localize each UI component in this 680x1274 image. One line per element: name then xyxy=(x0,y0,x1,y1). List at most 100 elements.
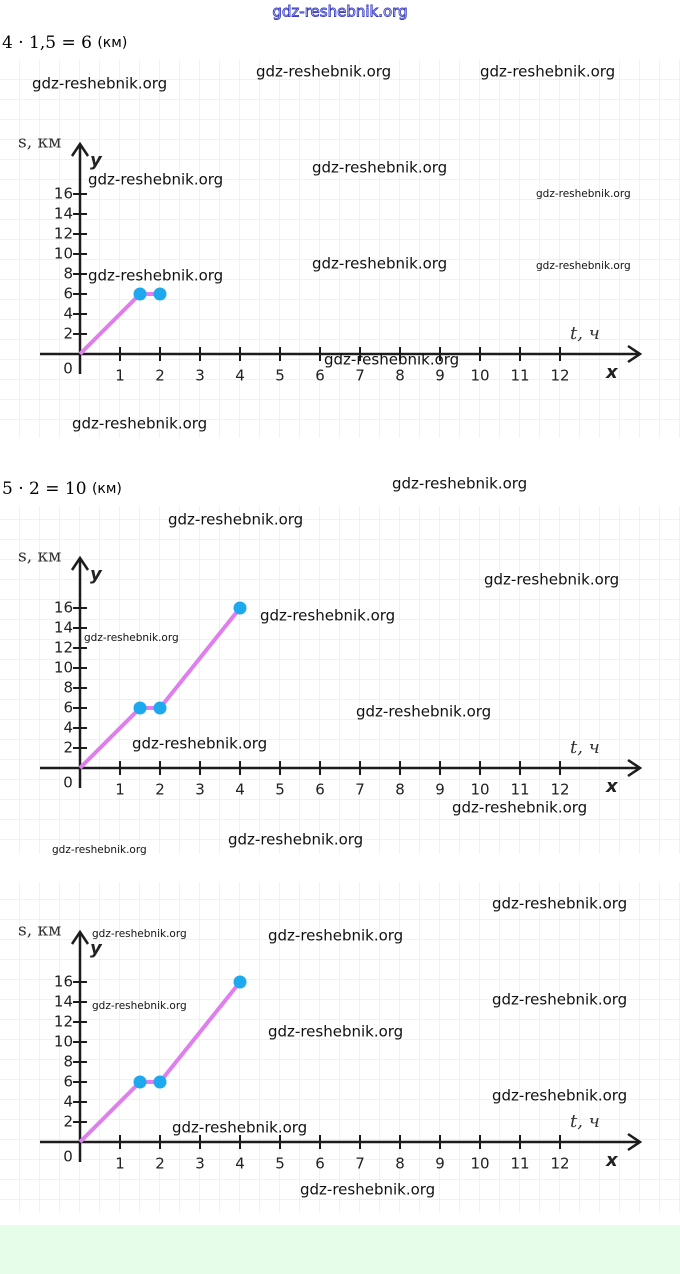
watermark: gdz-reshebnik.org xyxy=(32,75,167,93)
y-tick-label: 12 xyxy=(54,225,73,243)
y-tick-label: 6 xyxy=(63,699,73,717)
data-point xyxy=(133,287,147,301)
y-tick-label: 14 xyxy=(54,993,73,1011)
x-tick-label: 3 xyxy=(195,367,205,385)
watermark: gdz-reshebnik.org xyxy=(480,63,615,81)
y-tick-label: 8 xyxy=(63,679,73,697)
x-tick-label: 7 xyxy=(355,1155,365,1173)
data-point xyxy=(133,701,147,715)
x-axis-arrow xyxy=(627,1132,643,1152)
x-tick-label: 3 xyxy=(195,1155,205,1173)
data-point xyxy=(153,287,167,301)
y-axis-label: s, км xyxy=(18,921,61,941)
watermark: gdz-reshebnik.org xyxy=(132,735,267,753)
x-tick-label: 0 xyxy=(63,774,73,792)
y-axis-arrow xyxy=(70,555,90,571)
data-point xyxy=(153,701,167,715)
watermark: gdz-reshebnik.org xyxy=(256,63,391,81)
x-axis-letter: x xyxy=(605,776,619,797)
x-tick-label: 0 xyxy=(63,360,73,378)
data-point xyxy=(133,1075,147,1089)
x-tick-label: 3 xyxy=(195,781,205,799)
y-axis-arrow xyxy=(70,929,90,945)
x-tick-label: 8 xyxy=(395,1155,405,1173)
x-axis-label: t, ч xyxy=(570,1111,600,1132)
x-tick-label: 7 xyxy=(355,781,365,799)
header-watermark: gdz-reshebnik.org xyxy=(272,3,407,21)
y-tick-label: 6 xyxy=(63,285,73,303)
x-tick-label: 9 xyxy=(435,1155,445,1173)
watermark: gdz-reshebnik.org xyxy=(300,1181,435,1199)
formula: 4 · 1,5 = 6 (км) xyxy=(2,33,127,54)
y-axis-letter: y xyxy=(90,150,103,171)
x-tick-label: 2 xyxy=(155,367,165,385)
data-line xyxy=(78,980,242,1144)
x-axis-label: t, ч xyxy=(570,737,600,758)
formula: 5 · 2 = 10 (км) xyxy=(2,479,122,500)
watermark: gdz-reshebnik.org xyxy=(312,159,447,177)
watermark: gdz-reshebnik.org xyxy=(392,475,527,493)
x-axis-arrow xyxy=(627,344,643,364)
data-point xyxy=(233,975,247,989)
watermark: gdz-reshebnik.org xyxy=(228,831,363,849)
watermark: gdz-reshebnik.org xyxy=(492,1087,627,1105)
watermark: gdz-reshebnik.org xyxy=(52,844,147,856)
x-axis-letter: x xyxy=(605,1150,619,1171)
y-axis-letter: y xyxy=(90,564,103,585)
x-tick-label: 12 xyxy=(550,1155,569,1173)
watermark: gdz-reshebnik.org xyxy=(536,188,631,200)
y-tick-label: 2 xyxy=(63,739,73,757)
x-tick-label: 6 xyxy=(315,1155,325,1173)
data-line xyxy=(78,606,242,770)
watermark: gdz-reshebnik.org xyxy=(88,267,223,285)
x-tick-label: 4 xyxy=(235,367,245,385)
watermark: gdz-reshebnik.org xyxy=(172,1119,307,1137)
data-point xyxy=(153,1075,167,1089)
watermark: gdz-reshebnik.org xyxy=(356,703,491,721)
y-tick-label: 16 xyxy=(54,973,73,991)
x-tick-label: 10 xyxy=(470,781,489,799)
watermark: gdz-reshebnik.org xyxy=(92,1000,187,1012)
watermark: gdz-reshebnik.org xyxy=(492,991,627,1009)
y-tick-label: 12 xyxy=(54,1013,73,1031)
x-tick-label: 4 xyxy=(235,781,245,799)
x-tick-label: 2 xyxy=(155,1155,165,1173)
watermark: gdz-reshebnik.org xyxy=(268,1023,403,1041)
y-axis-label: s, км xyxy=(18,133,61,153)
x-tick-label: 5 xyxy=(275,1155,285,1173)
x-axis-arrow xyxy=(627,758,643,778)
y-tick-label: 16 xyxy=(54,185,73,203)
x-tick-label: 9 xyxy=(435,781,445,799)
grid-panel xyxy=(0,882,680,1212)
footer-strip xyxy=(0,1225,680,1274)
y-tick-label: 10 xyxy=(54,245,73,263)
data-point xyxy=(233,601,247,615)
y-tick-label: 2 xyxy=(63,325,73,343)
formula-unit: (км) xyxy=(92,481,122,497)
watermark: gdz-reshebnik.org xyxy=(268,927,403,945)
watermark: gdz-reshebnik.org xyxy=(324,351,459,369)
y-tick-label: 10 xyxy=(54,659,73,677)
y-tick-label: 6 xyxy=(63,1073,73,1091)
watermark: gdz-reshebnik.org xyxy=(452,799,587,817)
y-tick-label: 8 xyxy=(63,265,73,283)
x-tick-label: 0 xyxy=(63,1148,73,1166)
formula-unit: (км) xyxy=(97,35,127,51)
x-tick-label: 5 xyxy=(275,781,285,799)
grid-panel xyxy=(0,60,680,438)
y-tick-label: 8 xyxy=(63,1053,73,1071)
y-tick-label: 2 xyxy=(63,1113,73,1131)
y-tick-label: 14 xyxy=(54,619,73,637)
x-tick-label: 10 xyxy=(470,367,489,385)
y-axis-label: s, км xyxy=(18,547,61,567)
grid-panel xyxy=(0,506,680,854)
y-tick-label: 16 xyxy=(54,599,73,617)
watermark: gdz-reshebnik.org xyxy=(88,171,223,189)
formula-expression: 4 · 1,5 = 6 xyxy=(2,33,92,53)
x-tick-label: 12 xyxy=(550,367,569,385)
x-tick-label: 11 xyxy=(510,367,529,385)
x-axis-label: t, ч xyxy=(570,323,600,344)
watermark: gdz-reshebnik.org xyxy=(168,511,303,529)
x-tick-label: 1 xyxy=(115,781,125,799)
x-tick-label: 8 xyxy=(395,781,405,799)
